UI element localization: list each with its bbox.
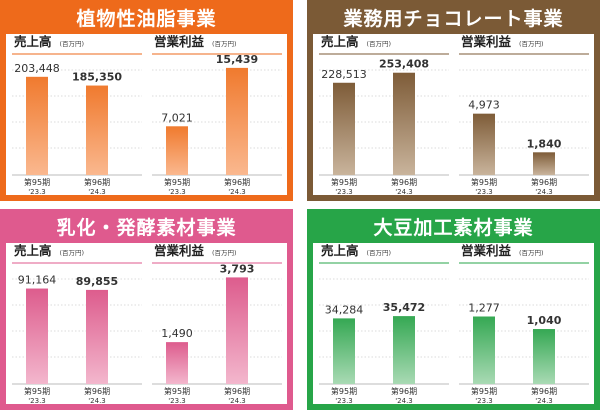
bar (26, 288, 48, 384)
x-tick-label: 第96期 (531, 177, 557, 187)
unit-label: (百万円) (367, 40, 392, 48)
panel-title: 乳化・発酵素材事業 (0, 209, 293, 243)
x-tick-label: 第95期 (331, 177, 357, 187)
bar (473, 113, 495, 175)
value-label: 1,490 (161, 327, 193, 340)
bar (533, 329, 555, 384)
x-tick-label: 第95期 (471, 386, 497, 396)
bar (473, 316, 495, 384)
value-label: 91,164 (18, 274, 57, 287)
x-tick-label: 第95期 (164, 386, 190, 396)
x-tick-label: 第96期 (391, 177, 417, 187)
value-label: 185,350 (72, 71, 122, 84)
chart-title: 売上高 (14, 34, 52, 49)
unit-label: (百万円) (519, 249, 544, 257)
x-tick-period: '23.3 (335, 397, 353, 405)
chart-title: 売上高 (321, 34, 359, 49)
x-tick-label: 第96期 (84, 386, 110, 396)
chart-title: 売上高 (321, 243, 359, 258)
x-tick-label: 第96期 (531, 386, 557, 396)
x-tick-period: '23.3 (475, 397, 493, 405)
x-tick-period: '23.3 (168, 397, 186, 405)
unit-label: (百万円) (212, 40, 237, 48)
panel-soy-materials: 大豆加工素材事業 売上高 (百万円) 34,284 第95期 '23.3 35,472 第9… (307, 209, 600, 410)
x-tick-label: 第96期 (224, 386, 250, 396)
unit-label: (百万円) (367, 249, 392, 257)
value-label: 34,284 (325, 303, 364, 316)
value-label: 1,277 (468, 302, 500, 315)
x-tick-period: '24.3 (395, 188, 413, 196)
bar (166, 342, 188, 384)
bar (393, 316, 415, 384)
x-tick-period: '23.3 (335, 188, 353, 196)
chart-title: 営業利益 (461, 34, 512, 49)
bar (333, 318, 355, 384)
bar (86, 289, 108, 384)
x-tick-period: '24.3 (535, 397, 553, 405)
value-label: 1,040 (527, 314, 562, 327)
panel-chocolate: 業務用チョコレート事業 売上高 (百万円) 228,513 第95期 '23.3 253,… (307, 0, 600, 201)
x-tick-label: 第96期 (84, 177, 110, 187)
bar (333, 82, 355, 175)
panel-charts: 売上高 (百万円)203,448第95期'23.3185,350第96期'24.3… (12, 34, 282, 196)
bar (393, 72, 415, 175)
x-tick-period: '23.3 (28, 397, 46, 405)
value-label: 203,448 (14, 62, 60, 75)
value-label: 4,973 (468, 99, 500, 112)
value-label: 228,513 (321, 68, 367, 81)
x-tick-label: 第95期 (24, 177, 50, 187)
x-tick-period: '24.3 (88, 397, 106, 405)
unit-label: (百万円) (212, 249, 237, 257)
panel-charts: 売上高 (百万円)228,513第95期'23.3253,408第96期'24.3… (319, 34, 589, 196)
x-tick-period: '23.3 (28, 188, 46, 196)
panel-title: 業務用チョコレート事業 (307, 0, 600, 34)
value-label: 3,793 (220, 262, 255, 275)
x-tick-period: '24.3 (228, 397, 246, 405)
x-tick-period: '24.3 (535, 188, 553, 196)
x-tick-label: 第95期 (164, 177, 190, 187)
panel-title: 植物性油脂事業 (0, 0, 293, 34)
panel-charts: 売上高 (百万円)91,164第95期'23.389,855第96期'24.3営業… (12, 243, 282, 405)
panel-emulsified-fermented: 乳化・発酵素材事業 売上高 (百万円) 91,164 第95期 '23.3 89,855 第… (0, 209, 293, 410)
x-tick-label: 第95期 (24, 386, 50, 396)
value-label: 253,408 (379, 58, 429, 71)
x-tick-label: 第95期 (471, 177, 497, 187)
x-tick-period: '23.3 (168, 188, 186, 196)
unit-label: (百万円) (60, 249, 85, 257)
value-label: 89,855 (76, 275, 118, 288)
x-tick-period: '23.3 (475, 188, 493, 196)
bar (26, 76, 48, 175)
bar (533, 152, 555, 175)
x-tick-period: '24.3 (88, 188, 106, 196)
bar (226, 277, 248, 384)
panel-vegetable-oils: 植物性油脂事業 売上高 (百万円) 203,448 第95期 '23.3 185,350 第… (0, 0, 293, 201)
x-tick-label: 第96期 (224, 177, 250, 187)
value-label: 15,439 (216, 53, 258, 66)
chart-title: 営業利益 (154, 243, 205, 258)
x-tick-period: '24.3 (228, 188, 246, 196)
unit-label: (百万円) (519, 40, 544, 48)
chart-title: 売上高 (14, 243, 52, 258)
value-label: 1,840 (527, 137, 562, 150)
chart-title: 営業利益 (461, 243, 512, 258)
x-tick-period: '24.3 (395, 397, 413, 405)
x-tick-label: 第96期 (391, 386, 417, 396)
value-label: 7,021 (161, 111, 193, 124)
unit-label: (百万円) (60, 40, 85, 48)
bar (226, 67, 248, 175)
chart-title: 営業利益 (154, 34, 205, 49)
x-tick-label: 第95期 (331, 386, 357, 396)
panel-charts: 売上高 (百万円)34,284第95期'23.335,472第96期'24.3営業… (319, 243, 589, 405)
value-label: 35,472 (383, 301, 425, 314)
panel-title: 大豆加工素材事業 (307, 209, 600, 243)
bar (166, 126, 188, 175)
bar (86, 85, 108, 175)
